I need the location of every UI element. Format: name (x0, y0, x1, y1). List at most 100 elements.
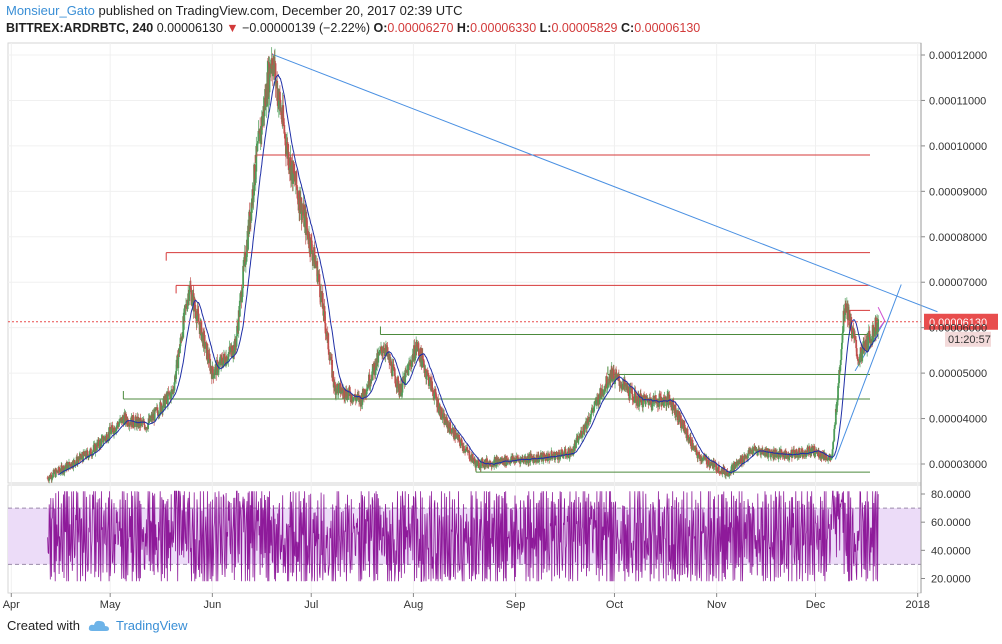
candle-body (263, 97, 266, 117)
candle-body (515, 459, 518, 463)
candle-body (312, 256, 315, 258)
candle-body (59, 471, 62, 473)
candle-body (634, 390, 637, 394)
candle-body (565, 455, 568, 457)
tradingview-brand[interactable]: TradingView (115, 618, 188, 633)
candle-body (132, 424, 135, 427)
candle-body (279, 100, 282, 112)
candle-body (759, 450, 761, 453)
candle-body (212, 366, 214, 374)
candle-body (57, 472, 59, 474)
countdown-tag (945, 331, 991, 347)
candle-body (691, 439, 694, 449)
candle-body (615, 372, 618, 374)
candle-body (332, 371, 335, 383)
candle-body (48, 477, 51, 481)
candle-body (833, 424, 836, 429)
candle-body (288, 169, 291, 171)
rising-trendline (834, 284, 902, 460)
candle-body (81, 455, 84, 459)
x-tick-label: May (100, 599, 121, 611)
candle-body (718, 472, 721, 474)
candle-body (665, 397, 668, 406)
candle-body (833, 428, 836, 441)
candle-body (295, 171, 298, 187)
candle-body (383, 348, 386, 353)
candle-body (815, 449, 818, 452)
candle-body (808, 446, 811, 449)
candle-body (458, 434, 460, 438)
candle-body (128, 423, 131, 427)
candle-body (827, 457, 830, 461)
candle-body (512, 459, 515, 461)
rsi-y-tick-label: 80.0000 (931, 489, 971, 501)
candle-body (855, 340, 858, 349)
candle-body (581, 436, 583, 438)
candle-body (143, 425, 146, 430)
candle-body (856, 356, 859, 361)
candle-body (337, 384, 340, 394)
candle-body (572, 450, 575, 456)
candle-body (533, 457, 536, 459)
candle-body (624, 384, 627, 387)
candle-body (112, 427, 114, 433)
candle-body (47, 477, 50, 480)
candle-body (678, 411, 681, 421)
candle-body (435, 398, 438, 401)
candle-body (541, 455, 543, 461)
candle-body (418, 348, 420, 356)
candle-body (660, 396, 663, 402)
candle-body (454, 429, 457, 439)
candle-body (427, 375, 430, 386)
candle-body (118, 423, 120, 427)
candle-body (253, 164, 256, 183)
candle-body (515, 456, 518, 460)
candle-body (552, 455, 555, 457)
candle-body (415, 342, 418, 349)
candle-body (726, 470, 729, 475)
candle-body (596, 397, 599, 400)
candle-body (85, 450, 88, 458)
y-tick-label: 0.00012000 (929, 50, 987, 62)
candle-body (300, 210, 303, 220)
candle-body (439, 406, 442, 417)
y-tick-label: 0.00007000 (929, 277, 987, 289)
candle-body (356, 394, 359, 398)
candle-body (662, 399, 665, 407)
author-link[interactable]: Monsieur_Gato (6, 3, 95, 18)
candle-body (121, 416, 124, 423)
candle-body (349, 391, 352, 399)
candle-body (434, 389, 437, 393)
candle-body (491, 464, 493, 467)
candle-body (554, 455, 557, 460)
x-tick-label: Oct (606, 599, 623, 611)
candle-body (588, 419, 591, 422)
candle-body (844, 303, 847, 309)
candle-body (569, 449, 572, 455)
candle-body (474, 458, 476, 463)
candle-body (743, 455, 746, 463)
y-tick-label: 0.00009000 (929, 186, 987, 198)
candle-body (396, 387, 398, 389)
candle-body (818, 457, 821, 459)
candle-body (816, 450, 819, 454)
candle-body (220, 355, 223, 366)
candle-body (365, 394, 368, 395)
candle-body (447, 424, 450, 428)
candle-body (231, 356, 234, 358)
candle-body (180, 337, 182, 339)
candle-body (306, 228, 309, 231)
candle-body (653, 395, 655, 403)
candle-body (793, 449, 796, 453)
candle-body (185, 303, 188, 308)
candle-body (58, 467, 60, 471)
candle-body (787, 453, 790, 460)
candle-body (469, 458, 471, 460)
y-tick-label: 0.00010000 (929, 141, 987, 153)
candle-body (316, 273, 319, 282)
candle-body (431, 381, 433, 389)
candle-body (539, 457, 542, 458)
candle-body (110, 429, 113, 434)
candle-body (399, 392, 402, 397)
